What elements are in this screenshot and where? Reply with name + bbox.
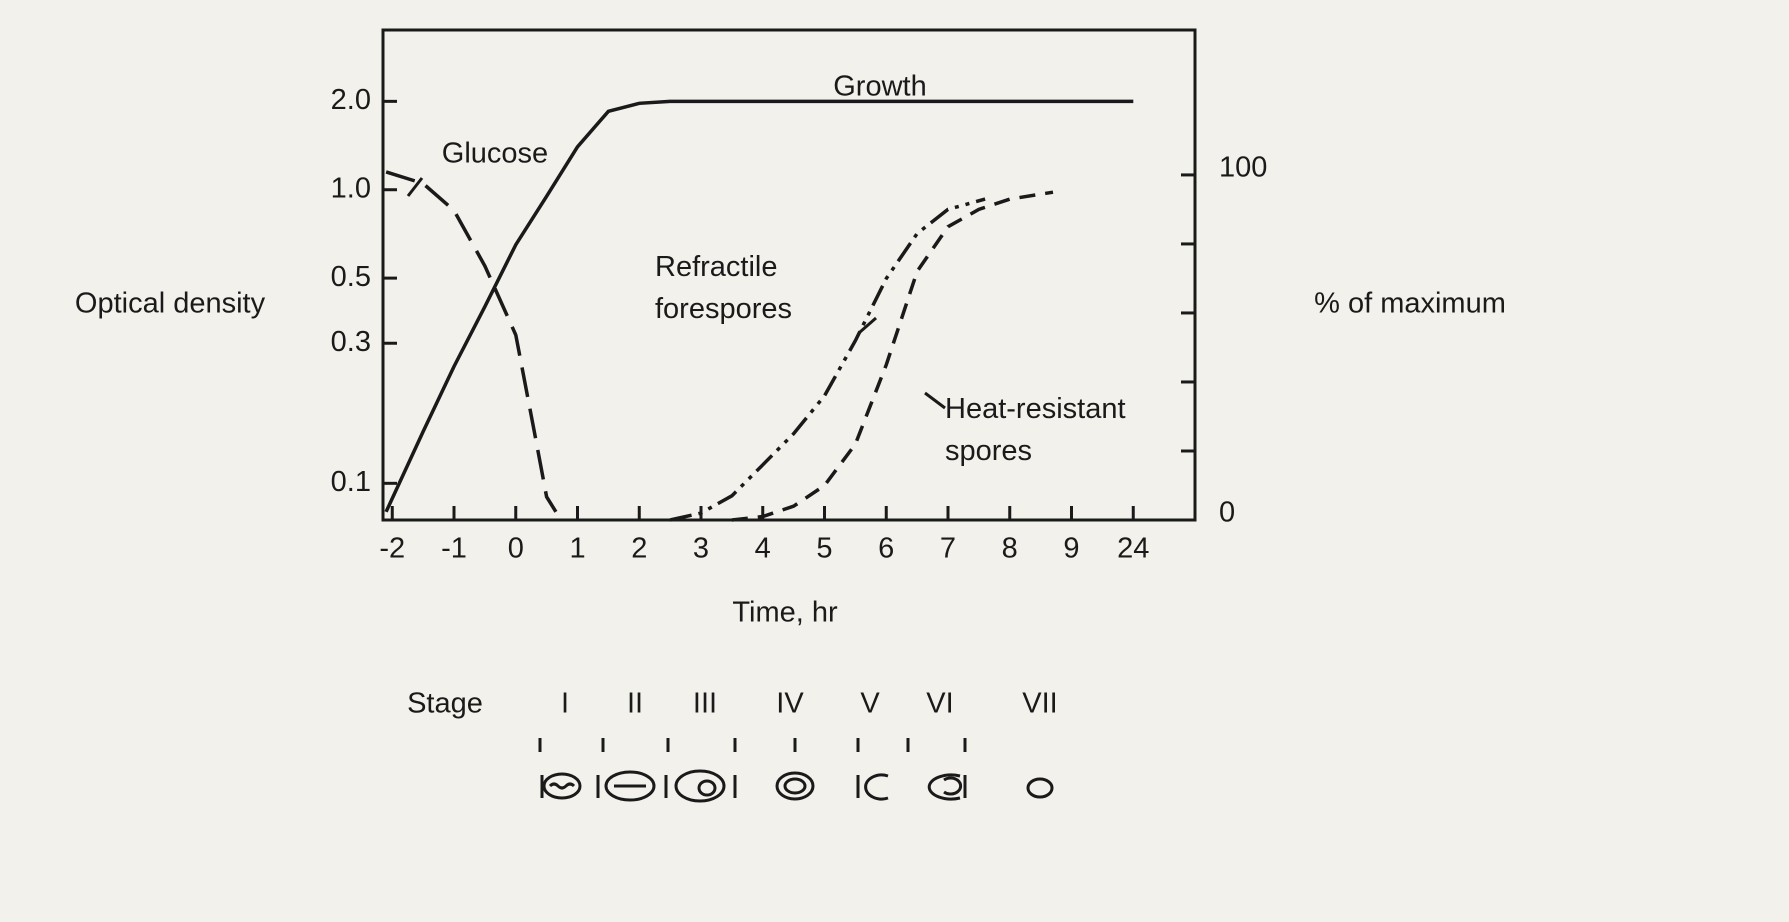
y-axis-label: Optical density [75, 288, 266, 320]
y2-tick-label: 100 [1219, 152, 1267, 184]
y-tick-label: 0.5 [331, 261, 371, 293]
x-tick-label: 8 [1002, 533, 1018, 565]
series-line [732, 192, 1053, 520]
x-tick-label: 1 [569, 533, 585, 565]
stage-label: IV [776, 688, 804, 720]
stage-title: Stage [407, 688, 483, 720]
x-axis-label: Time, hr [732, 597, 838, 629]
y-tick-label: 1.0 [331, 172, 371, 204]
x-tick-label: 7 [940, 533, 956, 565]
leader-line [860, 318, 876, 332]
stage-label: I [561, 688, 569, 720]
stage-label: VII [1022, 688, 1057, 720]
x-tick-label: 3 [693, 533, 709, 565]
leader-line [925, 393, 945, 408]
stage-icons [540, 738, 1052, 801]
y-tick-label: 2.0 [331, 84, 371, 116]
y-tick-label: 0.1 [331, 466, 371, 498]
stage-label: V [860, 688, 880, 720]
x-tick-label: 5 [816, 533, 832, 565]
chart: Optical density % of maximum Time, hr St… [0, 0, 1789, 922]
x-tick-label: 4 [755, 533, 771, 565]
stage-label: II [627, 688, 643, 720]
stage-label: VI [926, 688, 953, 720]
x-tick-label: -1 [441, 533, 467, 565]
y2-axis-label: % of maximum [1314, 288, 1506, 320]
series-label: Glucose [442, 138, 548, 170]
series-line [670, 199, 985, 520]
y-tick-label: 0.3 [331, 326, 371, 358]
y2-tick-label: 0 [1219, 497, 1235, 529]
x-tick-label: 24 [1117, 533, 1149, 565]
plot-frame [383, 30, 1195, 520]
x-tick-label: -2 [379, 533, 405, 565]
x-tick-label: 0 [508, 533, 524, 565]
x-tick-label: 6 [878, 533, 894, 565]
series-label: Growth [833, 71, 926, 103]
stage-label: III [693, 688, 717, 720]
x-tick-label: 9 [1063, 533, 1079, 565]
x-tick-label: 2 [631, 533, 647, 565]
